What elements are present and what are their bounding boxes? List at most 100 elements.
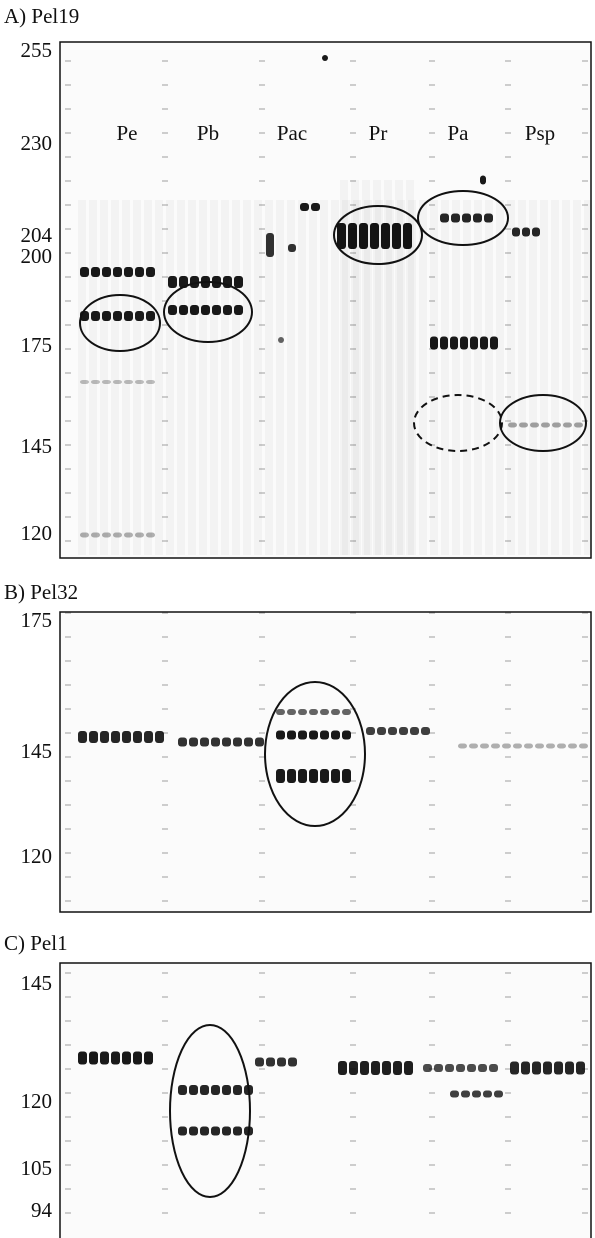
oval [79, 294, 161, 352]
ladder [429, 828, 435, 830]
band [124, 311, 133, 321]
ladder [505, 1140, 511, 1142]
ladder [582, 1044, 588, 1046]
ladder [505, 324, 511, 326]
y-tick-label: 204 [21, 223, 53, 247]
ladder [350, 1212, 356, 1214]
ladder [505, 996, 511, 998]
band [473, 213, 482, 223]
ladder [259, 1092, 265, 1094]
band [404, 1061, 413, 1075]
ladder [65, 1164, 71, 1166]
ladder [505, 732, 511, 734]
band [388, 727, 397, 735]
ladder [582, 156, 588, 158]
band [450, 1090, 459, 1098]
ladder [350, 660, 356, 662]
ladder [350, 1020, 356, 1022]
ladder [429, 996, 435, 998]
band [91, 380, 100, 384]
band [189, 1085, 198, 1095]
band [234, 305, 243, 315]
band [472, 1090, 481, 1098]
band [278, 337, 284, 343]
ladder [582, 828, 588, 830]
ladder [429, 1188, 435, 1190]
y-tick-label: 145 [21, 971, 53, 995]
ladder [350, 684, 356, 686]
lane-streak [221, 200, 229, 555]
ladder [350, 108, 356, 110]
lane-streak [573, 200, 581, 555]
ladder [582, 1164, 588, 1166]
y-tick-label: 120 [21, 521, 53, 545]
band [135, 380, 144, 384]
band [234, 276, 243, 288]
ladder [259, 708, 265, 710]
ladder [65, 804, 71, 806]
ladder [65, 180, 71, 182]
gel-frame [59, 962, 592, 1238]
ladder [259, 780, 265, 782]
y-tick-label: 200 [21, 244, 53, 268]
ladder [259, 612, 265, 614]
band [211, 1085, 220, 1095]
lane-label: Pr [369, 121, 388, 145]
band [144, 1051, 153, 1065]
ladder [350, 1188, 356, 1190]
band [512, 227, 520, 237]
ladder [259, 1140, 265, 1142]
lane-streak [287, 200, 295, 555]
ladder [582, 444, 588, 446]
lane-streak [100, 200, 108, 555]
band [450, 336, 458, 350]
band [568, 743, 577, 749]
ladder [259, 228, 265, 230]
ladder [162, 132, 168, 134]
lane-streak [210, 200, 218, 555]
band [563, 422, 572, 428]
band [461, 1090, 470, 1098]
gel-frame [59, 41, 592, 559]
ladder [65, 372, 71, 374]
lane-streak [474, 200, 482, 555]
y-tick-label: 230 [21, 131, 53, 155]
ladder [162, 420, 168, 422]
band [135, 311, 144, 321]
ladder [162, 1212, 168, 1214]
ladder [259, 1044, 265, 1046]
band [168, 276, 177, 288]
band [311, 203, 320, 211]
band [359, 223, 368, 249]
ladder [162, 828, 168, 830]
ladder [65, 1140, 71, 1142]
ladder [429, 156, 435, 158]
ladder [505, 1044, 511, 1046]
band [546, 743, 555, 749]
ladder [505, 60, 511, 62]
gel-frame [59, 611, 592, 913]
ladder [162, 444, 168, 446]
band [557, 743, 566, 749]
band [102, 380, 111, 384]
ladder [505, 1164, 511, 1166]
oval [417, 190, 509, 246]
ladder [259, 444, 265, 446]
ladder [259, 756, 265, 758]
ladder [429, 396, 435, 398]
ladder [162, 708, 168, 710]
band [78, 1051, 87, 1065]
ladder [162, 636, 168, 638]
band [348, 223, 357, 249]
band [211, 737, 220, 747]
ladder [429, 228, 435, 230]
ladder [429, 756, 435, 758]
ladder [505, 1188, 511, 1190]
band [469, 743, 478, 749]
ladder [162, 756, 168, 758]
band [200, 737, 209, 747]
ladder [65, 492, 71, 494]
ladder [162, 852, 168, 854]
ladder [259, 276, 265, 278]
